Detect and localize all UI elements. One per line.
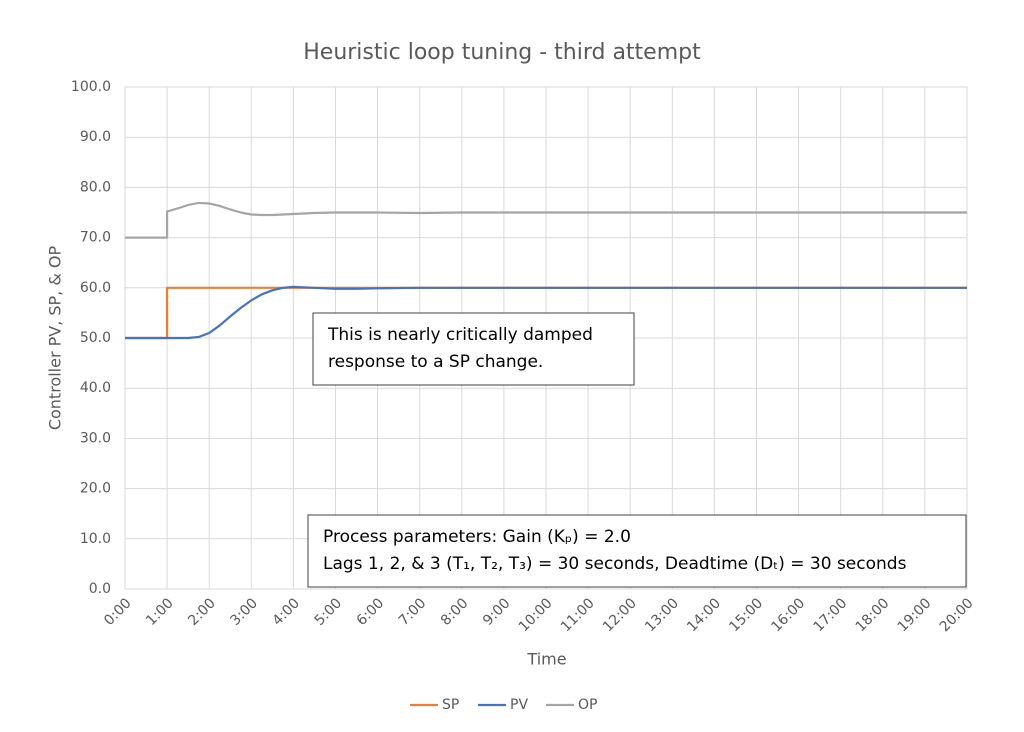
y-tick-label: 80.0	[80, 179, 111, 195]
x-tick-label: 9:00	[480, 595, 514, 629]
y-tick-label: 100.0	[71, 79, 111, 95]
x-tick-label: 6:00	[354, 595, 388, 629]
y-tick-label: 50.0	[80, 330, 111, 346]
series-line	[125, 201, 967, 239]
x-tick-label: 8:00	[438, 595, 472, 629]
x-tick-label: 15:00	[726, 595, 766, 635]
annotation-box	[312, 312, 635, 386]
x-tick-label: 13:00	[642, 595, 682, 635]
legend-label: SP	[442, 697, 459, 713]
x-tick-label: 1:00	[143, 595, 177, 629]
x-tick-label: 2:00	[185, 595, 219, 629]
y-axis-label: Controller PV, SP, & OP	[46, 245, 65, 430]
x-tick-label: 7:00	[396, 595, 430, 629]
annotation-text: Lags 1, 2, & 3 (T₁, T₂, T₃) = 30 seconds…	[323, 554, 907, 574]
x-axis-label: Time	[526, 650, 566, 669]
annotation-text: Process parameters: Gain (Kₚ) = 2.0	[323, 527, 631, 547]
x-tick-label: 20:00	[937, 595, 977, 635]
y-tick-label: 90.0	[80, 129, 111, 145]
y-tick-label: 70.0	[80, 230, 111, 246]
y-tick-label: 60.0	[80, 280, 111, 296]
series-line	[125, 285, 967, 340]
x-tick-label: 0:00	[101, 595, 135, 629]
annotation-box	[307, 514, 967, 588]
x-tick-label: 3:00	[227, 595, 261, 629]
y-tick-label: 0.0	[89, 581, 111, 597]
annotation-text: response to a SP change.	[328, 352, 543, 372]
x-tick-label: 17:00	[811, 595, 851, 635]
x-tick-label: 5:00	[312, 595, 346, 629]
y-tick-label: 20.0	[80, 481, 111, 497]
x-tick-label: 4:00	[270, 595, 304, 629]
legend-label: OP	[578, 697, 597, 713]
x-tick-label: 11:00	[558, 595, 598, 635]
chart-title: Heuristic loop tuning - third attempt	[303, 40, 701, 65]
legend-label: PV	[510, 697, 528, 713]
x-tick-label: 19:00	[895, 595, 935, 635]
y-tick-label: 30.0	[80, 430, 111, 446]
x-tick-label: 10:00	[516, 595, 556, 635]
x-tick-label: 18:00	[853, 595, 893, 635]
annotation-text: This is nearly critically damped	[327, 325, 593, 345]
x-tick-label: 14:00	[684, 595, 724, 635]
x-tick-label: 16:00	[768, 595, 808, 635]
y-tick-label: 40.0	[80, 380, 111, 396]
y-tick-label: 10.0	[80, 531, 111, 547]
x-tick-label: 12:00	[600, 595, 640, 635]
